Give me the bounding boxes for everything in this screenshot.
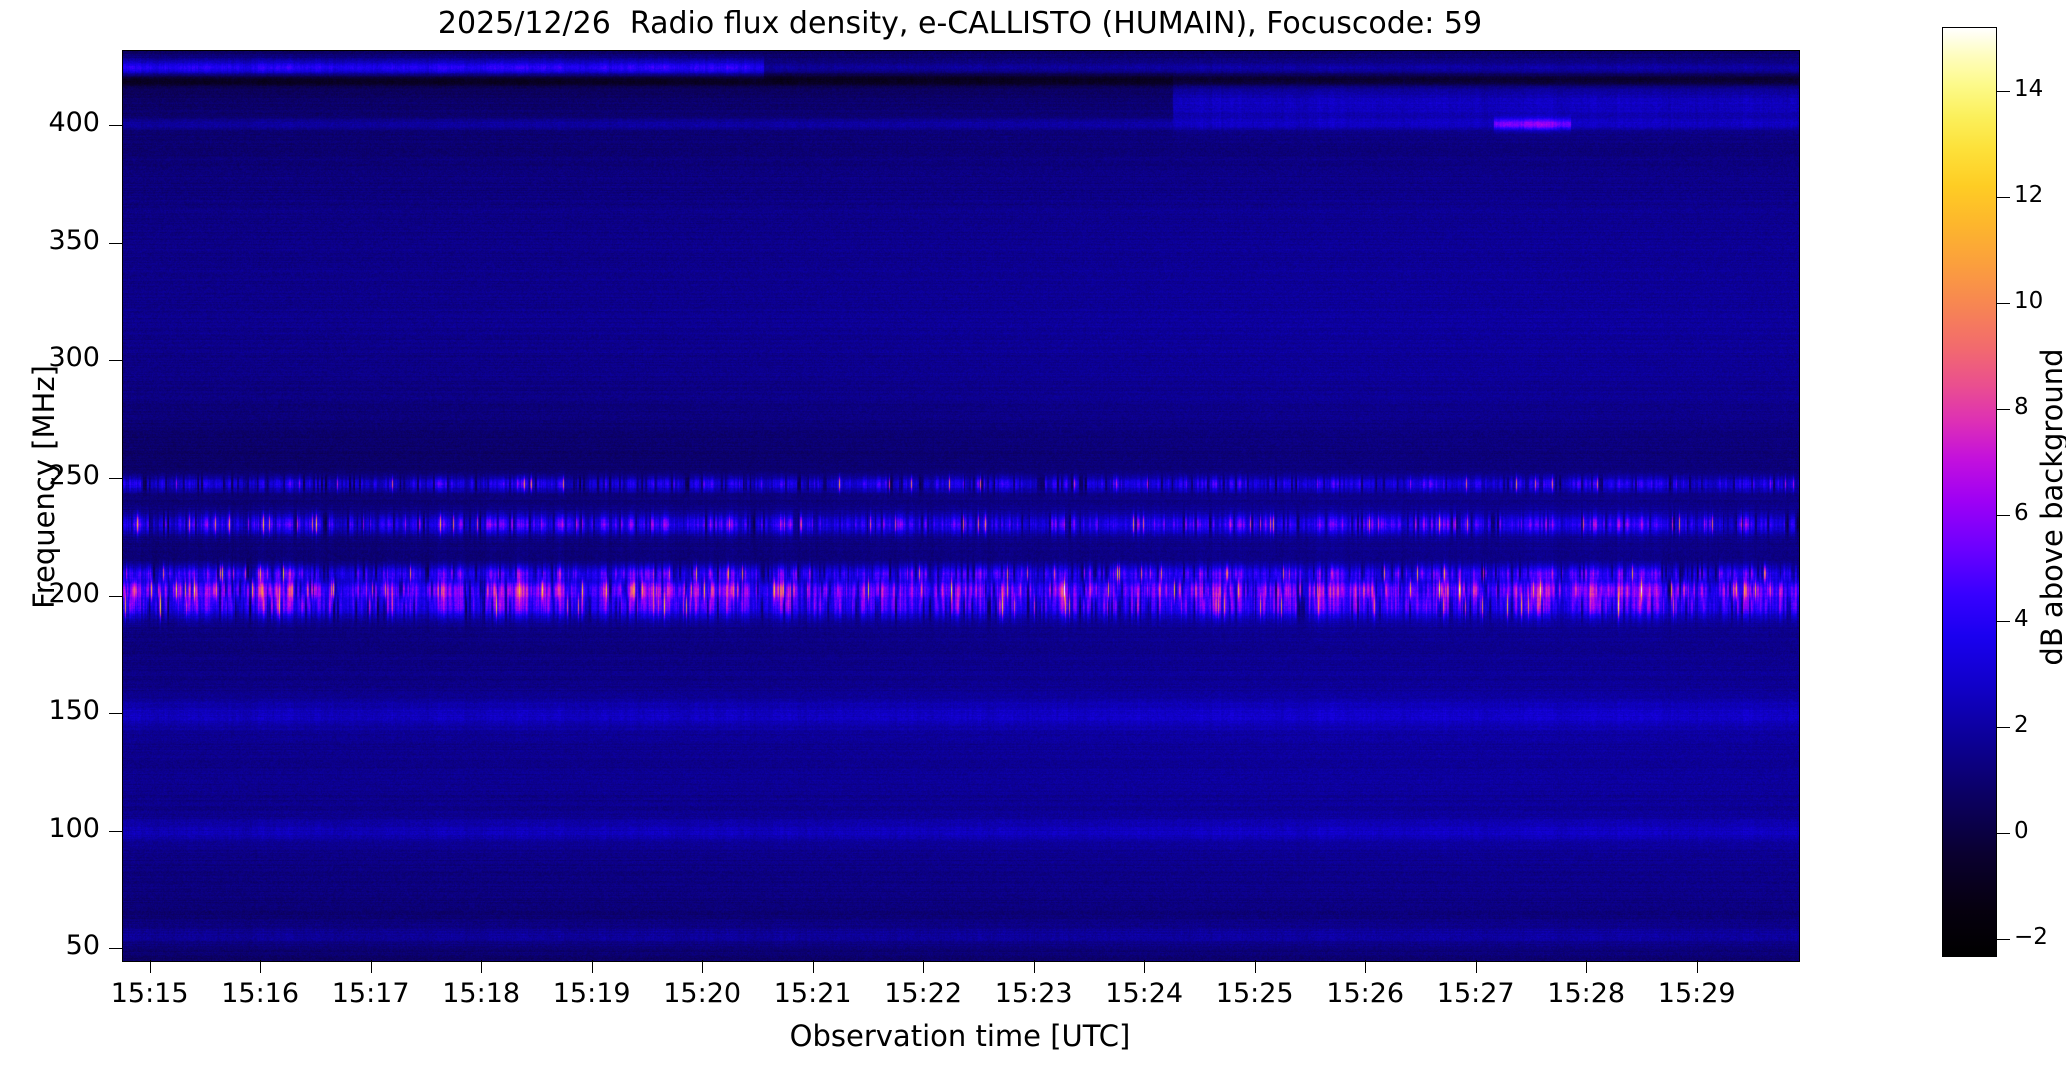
y-tick-label: 300	[48, 342, 100, 374]
colorbar-tick-mark	[1997, 833, 2010, 835]
y-tick-mark	[109, 948, 122, 950]
colorbar-tick-label: 2	[2014, 711, 2029, 738]
x-tick-label: 15:21	[773, 978, 852, 1009]
colorbar-tick-mark	[1997, 939, 2010, 941]
y-tick-label: 100	[48, 812, 100, 844]
x-tick-label: 15:26	[1326, 978, 1405, 1009]
x-tick-mark	[1586, 960, 1588, 973]
x-tick-mark	[1365, 960, 1367, 973]
colorbar-tick-label: 8	[2014, 393, 2029, 420]
x-tick-label: 15:27	[1436, 978, 1515, 1009]
page-title: 2025/12/26 Radio flux density, e-CALLIST…	[437, 6, 1483, 41]
x-tick-mark	[1696, 960, 1698, 973]
y-tick-mark	[109, 713, 122, 715]
spectrogram-plot-area[interactable]	[122, 50, 1800, 962]
colorbar-tick-label: 14	[2014, 75, 2044, 102]
x-tick-label: 15:22	[884, 978, 963, 1009]
y-tick-label: 250	[48, 459, 100, 491]
colorbar-tick-mark	[1997, 408, 2010, 410]
x-tick-mark	[370, 960, 372, 973]
colorbar-tick-label: 0	[2014, 818, 2029, 845]
x-tick-mark	[923, 960, 925, 973]
y-tick-mark	[109, 125, 122, 127]
x-tick-mark	[1254, 960, 1256, 973]
colorbar-tick-mark	[1997, 620, 2010, 622]
y-tick-mark	[109, 830, 122, 832]
x-axis-label: Observation time [UTC]	[789, 1019, 1131, 1053]
x-tick-label: 15:18	[442, 978, 521, 1009]
colorbar[interactable]	[1942, 27, 1997, 957]
x-tick-mark	[591, 960, 593, 973]
x-tick-label: 15:25	[1215, 978, 1294, 1009]
x-tick-mark	[260, 960, 262, 973]
colorbar-tick-label: 12	[2014, 181, 2044, 208]
y-tick-mark	[109, 595, 122, 597]
x-tick-label: 15:20	[663, 978, 742, 1009]
x-tick-mark	[1475, 960, 1477, 973]
colorbar-tick-label: 4	[2014, 605, 2029, 632]
x-tick-label: 15:15	[110, 978, 189, 1009]
spectrogram-canvas[interactable]	[123, 51, 1799, 961]
x-tick-label: 15:28	[1547, 978, 1626, 1009]
x-tick-label: 15:16	[221, 978, 300, 1009]
colorbar-tick-label: −2	[2014, 924, 2048, 951]
colorbar-label: dB above background	[2035, 348, 2066, 666]
colorbar-tick-mark	[1997, 302, 2010, 304]
colorbar-tick-mark	[1997, 726, 2010, 728]
x-tick-mark	[481, 960, 483, 973]
colorbar-tick-mark	[1997, 196, 2010, 198]
x-tick-mark	[812, 960, 814, 973]
y-tick-label: 200	[48, 577, 100, 609]
x-tick-label: 15:29	[1657, 978, 1736, 1009]
x-tick-mark	[149, 960, 151, 973]
colorbar-tick-label: 6	[2014, 499, 2029, 526]
x-tick-mark	[702, 960, 704, 973]
y-tick-label: 400	[48, 107, 100, 139]
x-tick-label: 15:17	[331, 978, 410, 1009]
y-tick-label: 50	[65, 930, 100, 962]
y-tick-mark	[109, 242, 122, 244]
y-tick-mark	[109, 477, 122, 479]
y-axis-label: Frequency [MHz]	[27, 365, 61, 609]
colorbar-tick-mark	[1997, 90, 2010, 92]
colorbar-tick-label: 10	[2014, 287, 2044, 314]
y-tick-label: 350	[48, 224, 100, 256]
x-tick-label: 15:23	[994, 978, 1073, 1009]
x-tick-label: 15:19	[552, 978, 631, 1009]
colorbar-tick-mark	[1997, 514, 2010, 516]
y-tick-label: 150	[48, 695, 100, 727]
x-tick-label: 15:24	[1105, 978, 1184, 1009]
x-tick-mark	[1033, 960, 1035, 973]
y-tick-mark	[109, 360, 122, 362]
x-tick-mark	[1144, 960, 1146, 973]
